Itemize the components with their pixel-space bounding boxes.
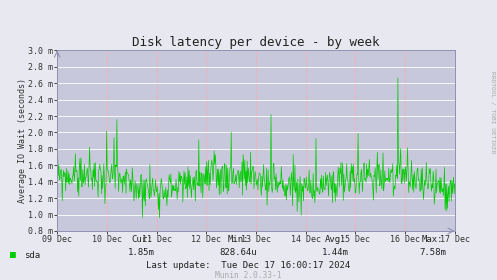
Text: 828.64u: 828.64u [220,248,257,257]
Text: Munin 2.0.33-1: Munin 2.0.33-1 [215,271,282,280]
Text: Max:: Max: [421,235,443,244]
Text: Min:: Min: [228,235,249,244]
Text: sda: sda [24,251,40,260]
Text: RRDTOOL / TOBI OETIKER: RRDTOOL / TOBI OETIKER [491,71,496,153]
Y-axis label: Average IO Wait (seconds): Average IO Wait (seconds) [17,78,27,203]
Text: 1.85m: 1.85m [128,248,155,257]
Text: 1.44m: 1.44m [322,248,349,257]
Text: Avg:: Avg: [325,235,346,244]
Text: Cur:: Cur: [131,235,153,244]
Text: ■: ■ [10,250,16,260]
Text: Last update:  Tue Dec 17 16:00:17 2024: Last update: Tue Dec 17 16:00:17 2024 [147,261,350,270]
Text: 7.58m: 7.58m [419,248,446,257]
Title: Disk latency per device - by week: Disk latency per device - by week [132,36,380,49]
